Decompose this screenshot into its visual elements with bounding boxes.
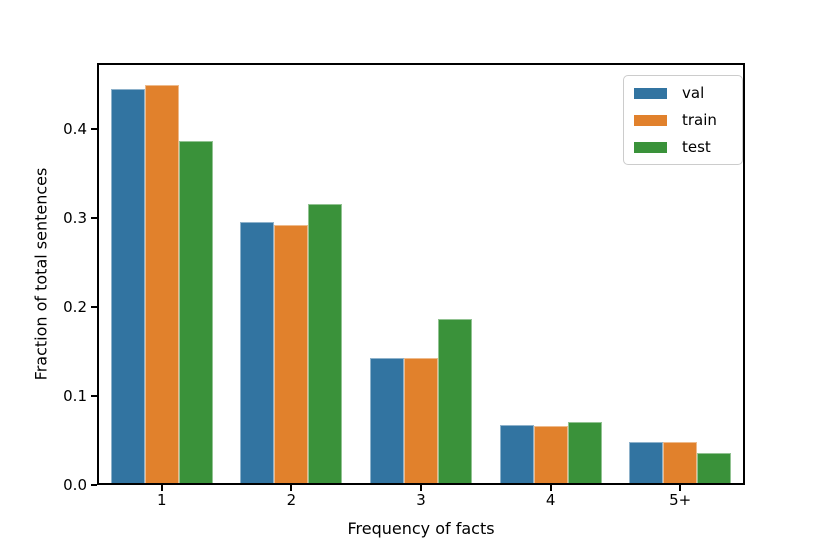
bar-test-1 — [178, 140, 213, 485]
legend-swatch-train — [634, 114, 667, 126]
bar-test-2 — [308, 203, 343, 485]
legend: val train test — [623, 75, 743, 165]
bar-train-5+ — [663, 442, 698, 485]
y-axis-label: Fraction of total sentences — [31, 167, 51, 381]
x-tick-label: 5+ — [669, 491, 692, 509]
legend-item-train: train — [634, 111, 732, 129]
bar-group-2 — [227, 63, 357, 485]
y-tick-mark — [91, 484, 97, 486]
y-tick-mark — [91, 216, 97, 219]
y-tick-mark — [91, 127, 97, 130]
y-tick-mark — [91, 305, 97, 308]
bar-group-3 — [356, 63, 486, 485]
y-tick-label: 0.3 — [63, 208, 87, 227]
y-tick-label: 0.2 — [63, 297, 87, 316]
bar-val-3 — [369, 357, 404, 485]
bars-container — [97, 63, 745, 485]
x-axis-label: Frequency of facts — [347, 519, 495, 538]
x-tick-mark — [420, 485, 422, 491]
legend-label-val: val — [682, 84, 705, 102]
bar-val-1 — [110, 88, 145, 485]
legend-label-train: train — [682, 111, 717, 129]
y-tick-mark — [91, 395, 97, 397]
bar-train-3 — [403, 357, 438, 485]
x-tick-mark — [679, 485, 682, 491]
x-tick-label: 3 — [416, 491, 426, 509]
bar-val-5+ — [629, 442, 664, 485]
bar-test-4 — [567, 421, 602, 485]
bar-train-4 — [533, 426, 568, 485]
legend-swatch-test — [634, 141, 667, 153]
x-tick-label: 1 — [157, 491, 167, 509]
bar-group-1 — [97, 63, 227, 485]
x-tick-label: 4 — [545, 491, 556, 509]
bar-train-1 — [144, 85, 179, 485]
bar-val-4 — [499, 425, 534, 485]
legend-item-val: val — [634, 84, 732, 102]
bar-train-2 — [274, 225, 309, 485]
y-tick-label: 0.1 — [63, 387, 87, 405]
x-tick-mark — [160, 485, 163, 491]
legend-item-test: test — [634, 138, 732, 156]
legend-swatch-val — [634, 87, 667, 99]
legend-label-test: test — [682, 138, 711, 156]
x-tick-mark — [549, 485, 552, 491]
bar-test-5+ — [697, 452, 732, 485]
y-tick-label: 0.4 — [63, 119, 87, 138]
bar-test-3 — [437, 318, 472, 485]
bar-group-5+ — [615, 63, 745, 485]
bar-group-4 — [486, 63, 616, 485]
bar-val-2 — [240, 222, 275, 485]
x-tick-mark — [290, 485, 293, 491]
y-tick-label: 0.0 — [63, 476, 87, 494]
x-tick-label: 2 — [286, 491, 297, 509]
